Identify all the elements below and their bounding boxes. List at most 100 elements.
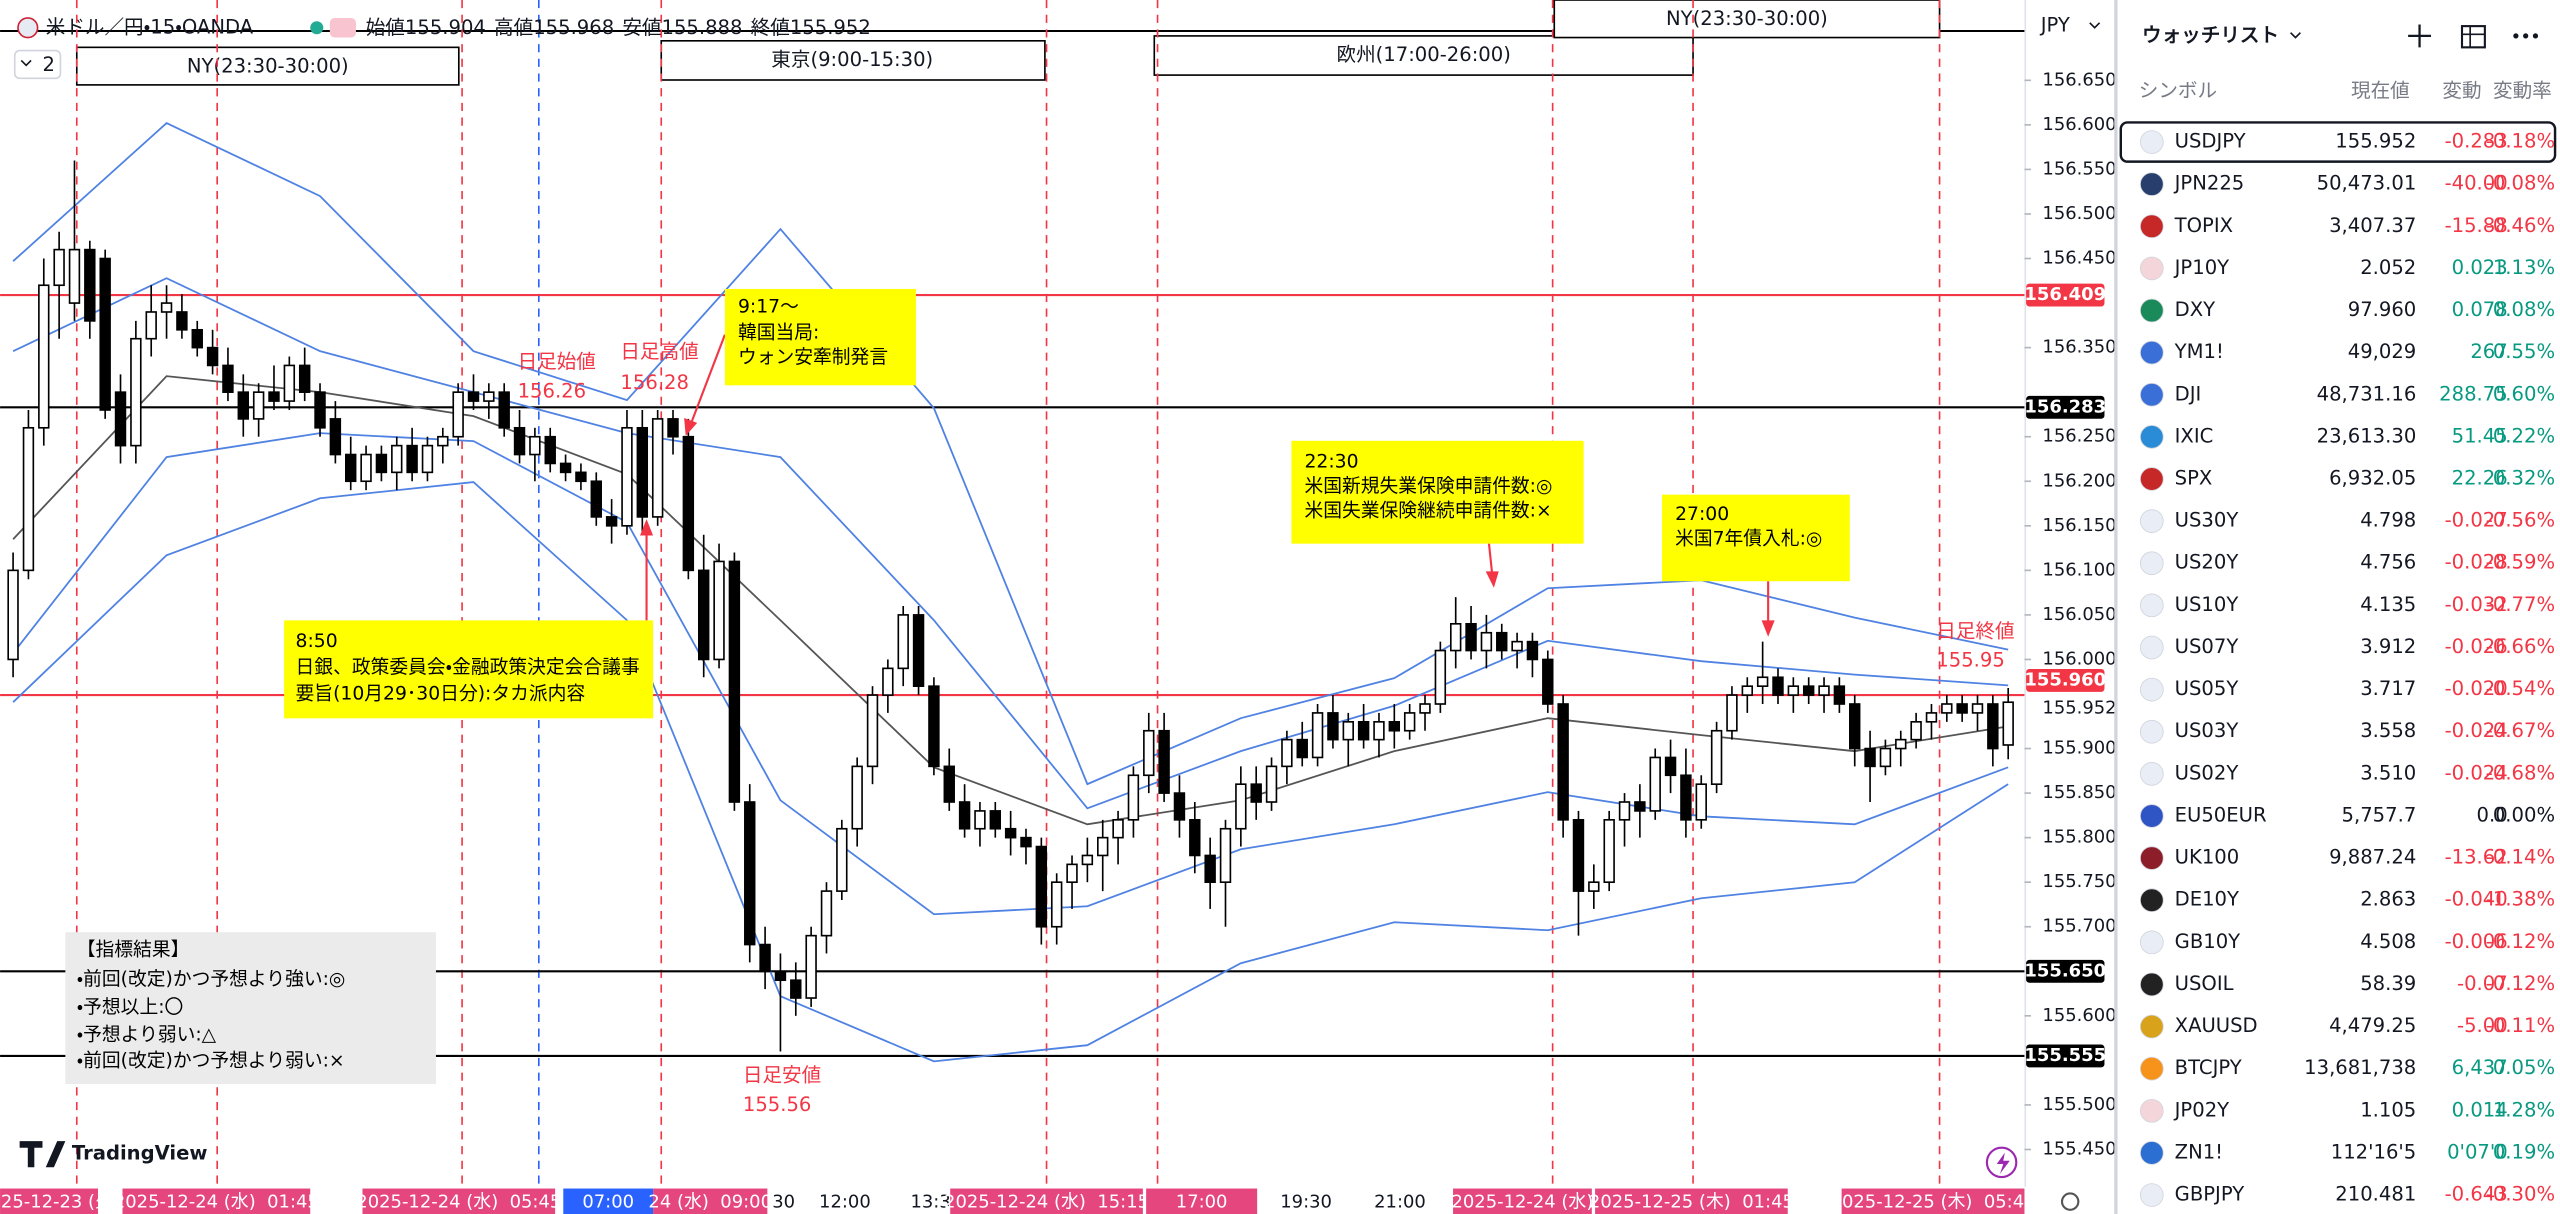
annotation-value: 155.95 <box>1936 649 2005 672</box>
session-label: NY(23:30-30:00) <box>1666 7 1828 30</box>
candle-body <box>866 694 879 768</box>
candle-body <box>1741 685 1754 696</box>
column-header[interactable]: シンボル <box>2139 79 2217 102</box>
change: 288.75 <box>2439 382 2508 405</box>
candle-body <box>774 970 787 982</box>
arrow-head <box>1485 571 1499 588</box>
candle-body <box>1787 685 1800 696</box>
alert-icon[interactable] <box>1985 1146 2018 1179</box>
symbol[interactable]: JP10Y <box>2173 256 2229 279</box>
candle-body <box>621 426 633 527</box>
candle-body <box>99 257 111 411</box>
symbol[interactable]: JPN225 <box>2173 172 2245 195</box>
change: -0.643 <box>2445 1183 2508 1206</box>
layout-button[interactable] <box>2460 25 2486 49</box>
symbol[interactable]: SPX <box>2175 467 2213 490</box>
candle-body <box>1956 703 1968 714</box>
symbol[interactable]: EU50EUR <box>2175 803 2267 826</box>
symbol[interactable]: ZN1! <box>2175 1140 2223 1163</box>
symbol[interactable]: DXY <box>2175 298 2215 321</box>
symbol[interactable]: DE10Y <box>2175 888 2239 911</box>
symbol[interactable]: US30Y <box>2175 509 2239 532</box>
symbol[interactable]: US10Y <box>2175 593 2239 616</box>
symbol-icon <box>2139 593 2164 618</box>
symbol-icon <box>2139 635 2164 660</box>
change: -0.026 <box>2445 635 2508 658</box>
candle-body <box>1680 774 1692 821</box>
symbol[interactable]: UK100 <box>2175 846 2240 869</box>
candle-body <box>130 337 142 447</box>
candle-body <box>1434 649 1447 705</box>
symbol-icon <box>17 17 39 39</box>
y-tick-label: 156.000 <box>2042 648 2116 669</box>
symbol-icon <box>2139 804 2164 828</box>
symbol[interactable]: US02Y <box>2175 761 2239 784</box>
column-header[interactable]: 変動 <box>2442 79 2481 102</box>
candle-body <box>176 311 188 331</box>
band-line <box>12 122 2009 786</box>
symbol[interactable]: JP02Y <box>2173 1098 2229 1121</box>
price-badge-label: 155.555 <box>2024 1045 2106 1066</box>
y-tick-label: 155.850 <box>2042 782 2116 803</box>
currency-chevron[interactable] <box>2089 22 2101 29</box>
time-label: 2025-12-24 (水) 05:45 <box>356 1191 561 1212</box>
symbol[interactable]: IXIC <box>2175 424 2214 447</box>
candle-body <box>958 801 971 830</box>
time-badge <box>122 1188 311 1214</box>
watchlist-title[interactable]: ウォッチリスト <box>2142 23 2279 46</box>
band-line <box>12 432 2009 916</box>
last-price-label: 155.952 <box>2042 698 2116 719</box>
symbol[interactable]: US05Y <box>2175 677 2239 700</box>
price-badge-label: 156.409 <box>2024 284 2106 305</box>
add-button[interactable] <box>2408 24 2431 48</box>
y-tick-label: 155.900 <box>2042 738 2116 759</box>
candle-body <box>1265 765 1278 803</box>
symbol-icon <box>2139 1141 2164 1165</box>
symbol[interactable]: USOIL <box>2175 972 2234 995</box>
last-price: 2.863 <box>2360 888 2416 911</box>
symbol[interactable]: TOPIX <box>2174 214 2233 237</box>
candle-body <box>728 560 741 803</box>
title-chevron <box>2290 32 2301 39</box>
last-price: 112'16'5 <box>2331 1140 2417 1163</box>
price-badge <box>2026 668 2105 692</box>
more-button[interactable] <box>2513 33 2539 39</box>
candle-body <box>22 426 35 572</box>
symbol[interactable]: GBPJPY <box>2175 1183 2245 1206</box>
change: 51.45 <box>2452 424 2508 447</box>
time-badge <box>0 1188 98 1214</box>
note-text: ウォン安牽制発言 <box>738 346 888 368</box>
change-percent: 0.19% <box>2493 1140 2555 1163</box>
symbol[interactable]: YM1! <box>2174 340 2224 363</box>
candle-body <box>1143 729 1155 777</box>
symbol[interactable]: BTCJPY <box>2175 1056 2242 1079</box>
candle-body <box>84 248 96 322</box>
symbol[interactable]: GB10Y <box>2175 930 2241 953</box>
symbol[interactable]: US07Y <box>2175 635 2239 658</box>
symbol[interactable]: USDJPY <box>2175 130 2246 153</box>
candle-body <box>1204 854 1216 884</box>
alert-glyph <box>1996 1152 2010 1174</box>
last-price: 5,757.7 <box>2342 803 2417 826</box>
settings-icon[interactable] <box>2060 1192 2080 1211</box>
symbol[interactable]: DJI <box>2175 382 2202 405</box>
symbol-icon <box>2139 930 2164 955</box>
column-header[interactable]: 現在値 <box>2351 79 2410 102</box>
symbol[interactable]: US20Y <box>2175 551 2239 574</box>
candle-body <box>1173 792 1186 821</box>
selected-row <box>2119 121 2557 163</box>
column-header[interactable]: 変動率 <box>2493 79 2552 102</box>
change-percent: -1.38% <box>2486 888 2555 911</box>
arrow <box>1487 543 1494 575</box>
candle-body <box>1772 676 1784 696</box>
symbol[interactable]: XAUUSD <box>2175 1014 2258 1037</box>
chevron <box>20 59 32 67</box>
change: -0.07 <box>2457 972 2508 995</box>
y-tick-label: 156.500 <box>2042 203 2116 224</box>
change: 267 <box>2470 340 2507 363</box>
symbol[interactable]: US03Y <box>2175 719 2239 742</box>
collapse-button[interactable] <box>13 49 62 80</box>
y-tick-label: 155.750 <box>2042 871 2116 892</box>
change-percent: -0.11% <box>2486 1014 2555 1037</box>
note-text: 9:17～ <box>738 296 799 317</box>
